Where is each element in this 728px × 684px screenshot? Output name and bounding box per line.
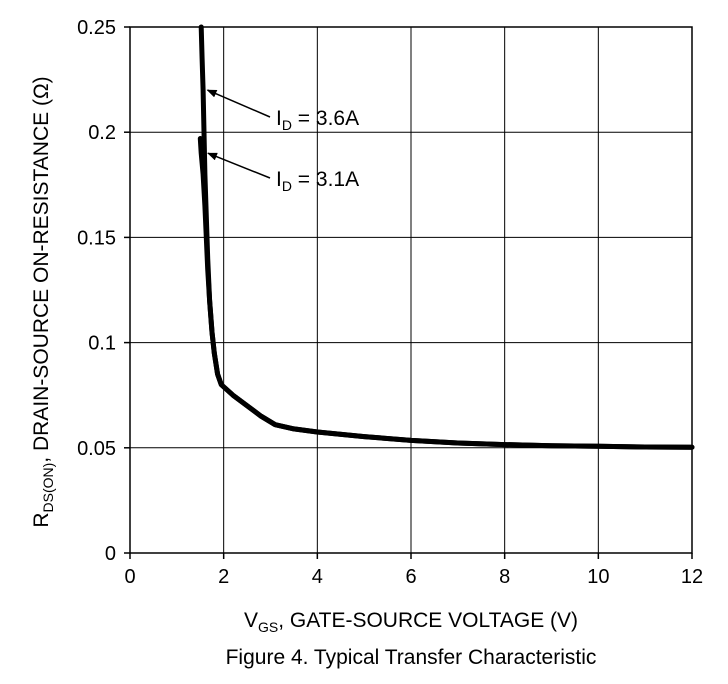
y-tick-label: 0.1	[88, 333, 116, 355]
annotation-label-sub: D	[282, 117, 292, 133]
x-axis-title-sub: GS	[258, 619, 278, 635]
grid-lines	[130, 27, 692, 553]
x-axis-title-rest: , GATE-SOURCE VOLTAGE (V)	[278, 609, 578, 632]
x-axis-title: VGS, GATE-SOURCE VOLTAGE (V)	[244, 609, 578, 635]
annotation-label-main: I	[276, 168, 282, 191]
y-axis-title-sub: DS(ON)	[40, 463, 56, 513]
y-tick-label: 0.2	[88, 122, 116, 144]
x-tick-label: 2	[218, 566, 229, 588]
annotation-label-rest: = 3.1A	[292, 168, 359, 191]
series-line-2	[197, 136, 695, 450]
annotation-arrow	[206, 89, 271, 118]
y-tick-label: 0.05	[77, 438, 116, 460]
y-axis-ticks: 0 0.05 0.1 0.15 0.2 0.25	[77, 17, 130, 565]
annotation-arrow	[207, 152, 271, 179]
y-tick-label: 0.15	[77, 227, 116, 249]
y-axis-title-main: R	[30, 512, 53, 527]
x-axis-title-main: V	[244, 609, 258, 632]
series-lines	[197, 24, 695, 450]
annotation-label-rest: = 3.6A	[292, 107, 359, 130]
x-tick-label: 4	[312, 566, 323, 588]
x-tick-label: 10	[587, 566, 609, 588]
y-tick-label: 0	[105, 543, 116, 565]
x-tick-label: 6	[405, 566, 416, 588]
x-tick-label: 0	[124, 566, 135, 588]
x-axis-ticks: 0 2 4 6 8 10 12	[124, 553, 703, 588]
x-tick-label: 12	[681, 566, 703, 588]
figure-caption: Figure 4. Typical Transfer Characteristi…	[226, 646, 597, 669]
x-tick-label: 8	[499, 566, 510, 588]
annotation-label-sub: D	[282, 178, 292, 194]
y-axis-title: RDS(ON), DRAIN-SOURCE ON-RESISTANCE (Ω)	[30, 76, 56, 527]
y-axis-title-rest: , DRAIN-SOURCE ON-RESISTANCE (Ω)	[30, 76, 53, 462]
annotation-label: ID = 3.6A	[276, 107, 359, 133]
annotation-label-main: I	[276, 107, 282, 130]
annotation-label: ID = 3.1A	[276, 168, 359, 194]
y-tick-label: 0.25	[77, 17, 116, 39]
